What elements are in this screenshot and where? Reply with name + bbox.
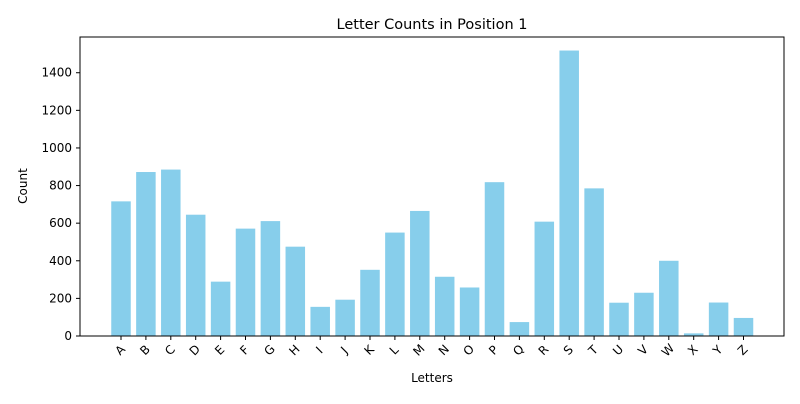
- bar-q: [509, 322, 530, 336]
- x-tick-label: Y: [710, 342, 726, 358]
- bar-h: [285, 246, 306, 336]
- y-axis-label: Count: [16, 168, 30, 204]
- y-tick-label: 600: [49, 216, 72, 230]
- y-tick-label: 0: [64, 329, 72, 343]
- x-tick-label: N: [436, 342, 452, 358]
- plot-frame: [79, 36, 785, 337]
- x-tick-label: K: [361, 342, 377, 358]
- bar-x: [683, 333, 704, 336]
- x-tick-label: Z: [735, 342, 751, 358]
- x-tick-label: Q: [510, 342, 527, 359]
- x-tick-label: M: [410, 342, 427, 359]
- x-tick-label: V: [635, 342, 651, 358]
- x-tick-label: U: [610, 342, 626, 358]
- bar-a: [111, 201, 131, 336]
- bar-e: [210, 281, 231, 336]
- x-tick-label: A: [112, 342, 128, 358]
- x-tick-label: P: [486, 343, 501, 358]
- x-tick-label: X: [685, 342, 701, 358]
- x-tick-label: W: [659, 341, 677, 359]
- x-tick-label: H: [286, 342, 302, 358]
- bar-r: [534, 221, 555, 336]
- bar-i: [310, 306, 330, 336]
- x-tick-label: I: [313, 344, 325, 356]
- x-tick-label: C: [162, 342, 178, 358]
- bar-d: [185, 214, 206, 336]
- bar-l: [385, 232, 405, 336]
- bar-v: [634, 292, 654, 336]
- bar-u: [609, 302, 629, 336]
- y-tick-label: 1400: [41, 66, 72, 80]
- bar-k: [360, 269, 380, 336]
- bar-g: [260, 221, 281, 336]
- bar-c: [161, 169, 181, 336]
- bar-y: [708, 302, 729, 336]
- x-tick-label: T: [585, 342, 601, 358]
- y-tick-label: 400: [49, 254, 72, 268]
- x-tick-label: E: [212, 343, 227, 358]
- y-tick-label: 1200: [41, 103, 72, 117]
- bar-t: [584, 188, 604, 336]
- x-tick-label: D: [187, 342, 203, 358]
- y-tick-label: 1000: [41, 141, 72, 155]
- x-tick-label: J: [337, 344, 350, 357]
- bar-b: [136, 172, 156, 336]
- bar-j: [335, 299, 355, 336]
- bar-o: [459, 287, 480, 336]
- bar-z: [733, 317, 754, 336]
- bar-f: [235, 228, 256, 336]
- x-tick-label: S: [561, 343, 576, 358]
- x-tick-label: B: [137, 342, 153, 358]
- bar-p: [484, 182, 505, 336]
- chart-title: Letter Counts in Position 1: [337, 17, 528, 33]
- x-tick-label: F: [237, 343, 252, 358]
- x-tick-label: L: [387, 343, 402, 358]
- bar-w: [659, 260, 679, 336]
- y-tick-label: 200: [49, 291, 72, 305]
- x-axis-label: Letters: [411, 371, 453, 385]
- x-tick-label: R: [536, 342, 552, 358]
- x-tick-label: G: [261, 342, 277, 358]
- bar-n: [434, 276, 455, 336]
- x-tick-label: O: [460, 342, 477, 359]
- bar-s: [559, 50, 579, 337]
- y-tick-label: 800: [49, 179, 72, 193]
- bar-m: [410, 210, 430, 336]
